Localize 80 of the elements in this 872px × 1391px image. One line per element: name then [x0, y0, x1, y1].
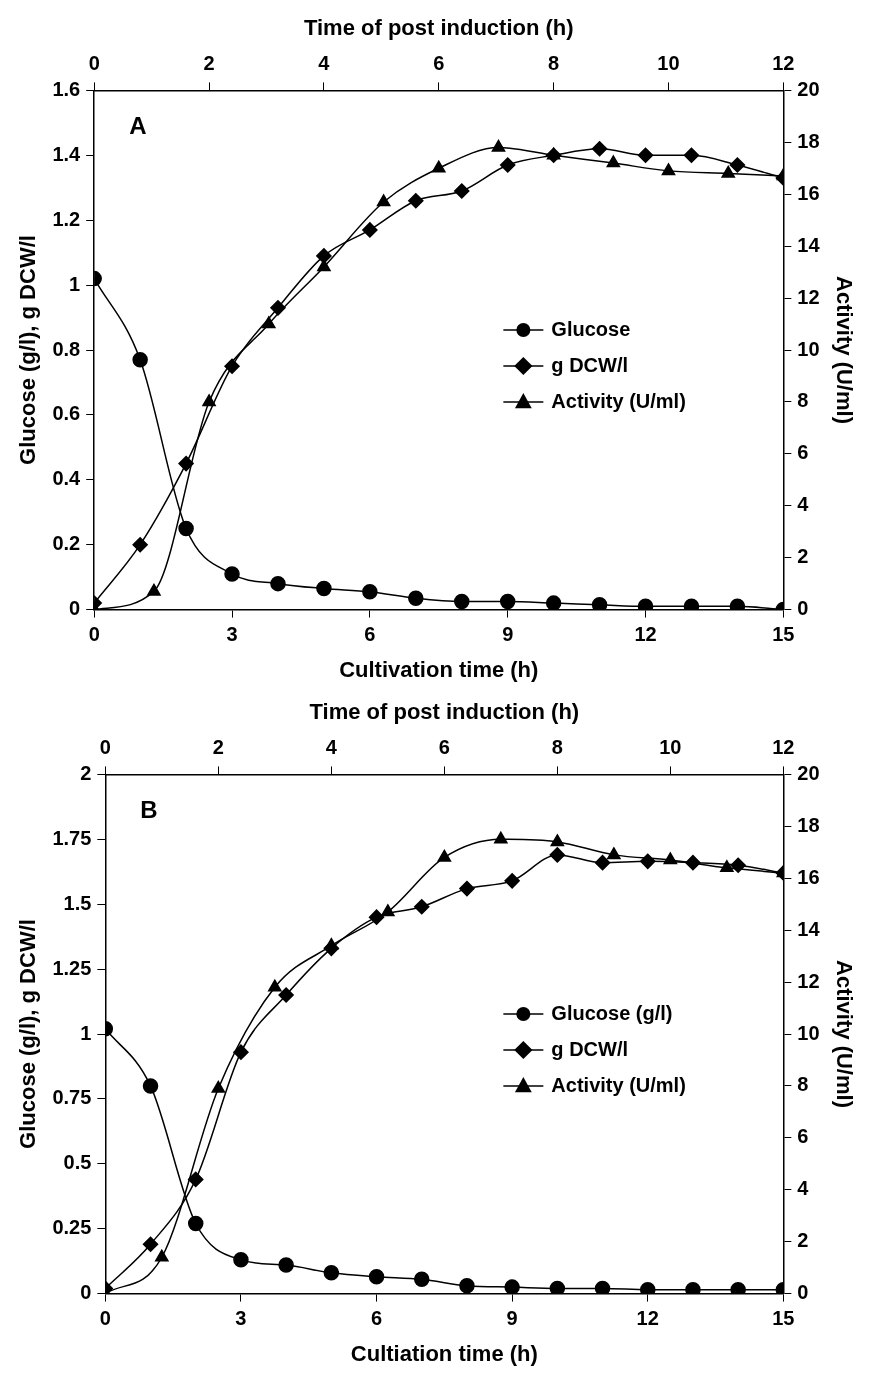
- y-axis-title: Glucose (g/l), g DCW/l: [15, 235, 41, 465]
- y-tick-label: 0.4: [52, 467, 82, 490]
- y-tick-label: 0.75: [52, 1086, 92, 1109]
- y-tick-label: 2: [80, 761, 92, 784]
- y2-tick-label: 4: [797, 1177, 810, 1200]
- legend-label: Glucose: [551, 317, 631, 340]
- y2-tick-label: 12: [797, 285, 820, 308]
- annotation: A: [129, 112, 147, 140]
- x2-tick-label: 6: [433, 51, 445, 74]
- legend-label: Activity (U/ml): [551, 1073, 686, 1096]
- x-tick-label: 6: [364, 623, 376, 646]
- y-tick-label: 1: [69, 272, 81, 295]
- x2-tick-label: 12: [772, 51, 795, 74]
- x-axis-title: Cultivation time (h): [339, 656, 539, 682]
- x2-tick-label: 0: [99, 735, 111, 758]
- y2-axis-title: Activity (U/ml): [831, 276, 857, 424]
- y2-tick-label: 2: [797, 1229, 809, 1252]
- x2-tick-label: 12: [772, 735, 795, 758]
- y-axis-title: Glucose (g/l), g DCW/l: [15, 919, 41, 1149]
- y2-tick-label: 0: [797, 1281, 809, 1304]
- x2-axis-title: Time of post induction (h): [303, 15, 574, 41]
- x2-axis-title: Time of post induction (h): [309, 699, 580, 725]
- y-tick-label: 0.8: [52, 337, 81, 360]
- y-tick-label: 1.75: [52, 826, 92, 849]
- x-tick-label: 6: [370, 1307, 383, 1330]
- y2-tick-label: 8: [797, 1073, 809, 1096]
- x2-tick-label: 2: [212, 735, 224, 758]
- y2-tick-label: 18: [797, 813, 820, 836]
- x-tick-label: 3: [226, 623, 238, 646]
- y2-tick-label: 20: [797, 761, 820, 784]
- y2-tick-label: 0: [797, 597, 809, 620]
- y-tick-label: 0.5: [63, 1151, 92, 1174]
- y2-tick-label: 20: [797, 77, 820, 100]
- x2-tick-label: 2: [203, 51, 215, 74]
- y2-tick-label: 10: [797, 337, 820, 360]
- x-tick-label: 15: [772, 1307, 795, 1330]
- x-tick-label: 12: [634, 623, 657, 646]
- y2-tick-label: 12: [797, 969, 820, 992]
- x2-tick-label: 8: [548, 51, 560, 74]
- y-tick-label: 0.25: [52, 1216, 92, 1239]
- y-tick-label: 1.6: [52, 77, 81, 100]
- x2-tick-label: 10: [657, 51, 680, 74]
- x-axis-title: Cultiation time (h): [350, 1340, 538, 1366]
- y-tick-label: 1.25: [52, 956, 92, 979]
- y-tick-label: 0: [69, 597, 81, 620]
- x-tick-label: 9: [506, 1307, 518, 1330]
- annotation: B: [140, 796, 158, 824]
- x-tick-label: 0: [99, 1307, 111, 1330]
- legend-label: Activity (U/ml): [551, 389, 686, 412]
- y2-tick-label: 6: [797, 1125, 809, 1148]
- x-tick-label: 12: [636, 1307, 659, 1330]
- legend-label: g DCW/l: [551, 1037, 629, 1060]
- y2-tick-label: 6: [797, 441, 809, 464]
- y2-tick-label: 8: [797, 389, 809, 412]
- y2-tick-label: 18: [797, 129, 820, 152]
- y2-tick-label: 16: [797, 865, 820, 888]
- x2-tick-label: 4: [325, 735, 338, 758]
- y-tick-label: 1: [80, 1021, 92, 1044]
- y2-tick-label: 16: [797, 181, 820, 204]
- legend-label: Glucose (g/l): [551, 1001, 673, 1024]
- x2-tick-label: 6: [438, 735, 450, 758]
- y-tick-label: 1.5: [63, 891, 92, 914]
- y-tick-label: 0.6: [52, 402, 81, 425]
- y2-tick-label: 14: [797, 917, 821, 940]
- y-tick-label: 1.2: [52, 207, 81, 230]
- x-tick-label: 3: [235, 1307, 247, 1330]
- x2-tick-label: 10: [659, 735, 682, 758]
- y-tick-label: 0: [80, 1281, 92, 1304]
- legend-label: g DCW/l: [551, 353, 629, 376]
- y2-tick-label: 2: [797, 545, 809, 568]
- x2-tick-label: 8: [551, 735, 563, 758]
- x2-tick-label: 4: [318, 51, 331, 74]
- y2-tick-label: 4: [797, 493, 810, 516]
- y2-axis-title: Activity (U/ml): [831, 960, 857, 1108]
- x-tick-label: 9: [502, 623, 514, 646]
- x-tick-label: 15: [772, 623, 795, 646]
- y-tick-label: 0.2: [52, 532, 81, 555]
- y2-tick-label: 10: [797, 1021, 820, 1044]
- y2-tick-label: 14: [797, 233, 821, 256]
- y-tick-label: 1.4: [52, 142, 82, 165]
